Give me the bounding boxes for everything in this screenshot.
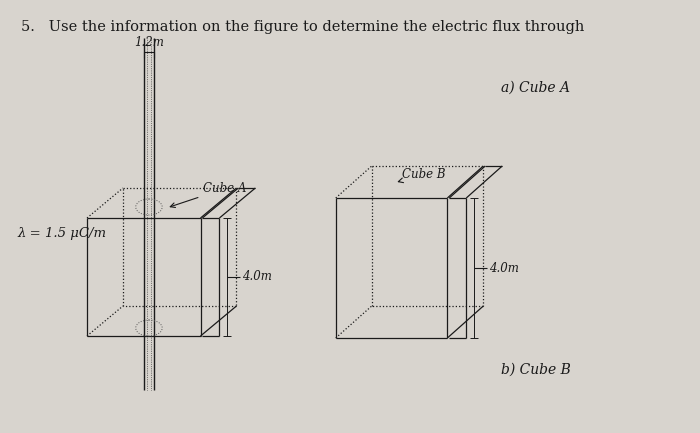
Text: 5.   Use the information on the figure to determine the electric flux through: 5. Use the information on the figure to …	[21, 20, 584, 34]
Text: λ = 1.5 μC/m: λ = 1.5 μC/m	[17, 226, 106, 239]
Text: Cube A: Cube A	[170, 182, 246, 207]
Text: Cube B: Cube B	[398, 168, 445, 183]
Text: 4.0m: 4.0m	[489, 262, 519, 275]
Text: a) Cube A: a) Cube A	[501, 81, 570, 95]
Text: 4.0m: 4.0m	[242, 271, 272, 284]
Text: 1.2m: 1.2m	[134, 36, 164, 49]
Text: b) Cube B: b) Cube B	[501, 363, 571, 377]
